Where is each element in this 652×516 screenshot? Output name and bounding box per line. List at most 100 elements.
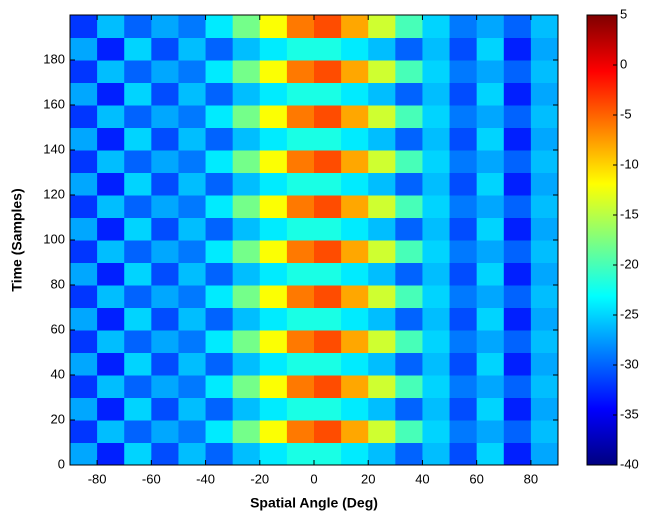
heatmap-cell bbox=[124, 240, 152, 263]
heatmap-cell bbox=[124, 307, 152, 331]
heatmap-cell bbox=[314, 37, 342, 61]
heatmap-cell bbox=[422, 420, 451, 443]
heatmap-cell bbox=[368, 195, 396, 218]
heatmap-cell bbox=[341, 330, 369, 353]
heatmap-cell bbox=[530, 240, 559, 263]
heatmap-cell bbox=[395, 217, 423, 241]
heatmap-cell bbox=[476, 127, 505, 151]
heatmap-cell bbox=[422, 150, 451, 173]
heatmap-cell bbox=[205, 60, 234, 83]
heatmap-cell bbox=[449, 60, 478, 83]
heatmap-cell bbox=[476, 172, 505, 196]
heatmap-cell bbox=[232, 82, 261, 106]
heatmap-cell bbox=[70, 285, 98, 308]
heatmap-cell bbox=[70, 15, 98, 38]
heatmap-cell bbox=[503, 195, 532, 218]
heatmap-cell bbox=[368, 442, 396, 466]
heatmap-cell bbox=[449, 150, 478, 173]
heatmap-cell bbox=[205, 442, 234, 466]
heatmap-cell bbox=[205, 307, 234, 331]
heatmap-cell bbox=[368, 82, 396, 106]
heatmap-cell bbox=[422, 330, 451, 353]
heatmap-cell bbox=[97, 420, 125, 443]
heatmap-cell bbox=[178, 420, 207, 443]
heatmap-cell bbox=[232, 375, 261, 398]
colorbar-tick-label: -30 bbox=[620, 356, 639, 371]
heatmap-cell bbox=[422, 397, 451, 421]
heatmap-cell bbox=[124, 285, 152, 308]
heatmap-cell bbox=[286, 105, 315, 128]
heatmap-cell bbox=[124, 262, 152, 286]
heatmap-cell bbox=[205, 397, 234, 421]
colorbar-tick-label: -15 bbox=[620, 206, 639, 221]
heatmap-cell bbox=[124, 375, 152, 398]
heatmap-cell bbox=[395, 240, 423, 263]
heatmap-cell bbox=[286, 375, 315, 398]
heatmap-cell bbox=[124, 442, 152, 466]
heatmap-cell bbox=[70, 240, 98, 263]
heatmap-cell bbox=[232, 60, 261, 83]
heatmap-cell bbox=[341, 105, 369, 128]
heatmap-cell bbox=[530, 150, 559, 173]
heatmap-cell bbox=[503, 330, 532, 353]
heatmap-cell bbox=[314, 420, 342, 443]
heatmap-cell bbox=[422, 15, 451, 38]
heatmap-cell bbox=[70, 172, 98, 196]
x-tick-label: 20 bbox=[361, 471, 375, 486]
heatmap-cell bbox=[124, 420, 152, 443]
heatmap-cell bbox=[503, 15, 532, 38]
heatmap-cell bbox=[178, 15, 207, 38]
heatmap-cell bbox=[476, 375, 505, 398]
heatmap-cell bbox=[232, 285, 261, 308]
heatmap-cell bbox=[422, 37, 451, 61]
heatmap-cell bbox=[341, 375, 369, 398]
heatmap-cell bbox=[232, 240, 261, 263]
heatmap-cell bbox=[70, 105, 98, 128]
heatmap-cell bbox=[97, 442, 125, 466]
heatmap-cell bbox=[530, 262, 559, 286]
heatmap-cell bbox=[395, 195, 423, 218]
colorbar-tick-label: -35 bbox=[620, 406, 639, 421]
heatmap-cell bbox=[124, 105, 152, 128]
heatmap-cell bbox=[449, 105, 478, 128]
heatmap-cell bbox=[422, 307, 451, 331]
heatmap-cell bbox=[476, 150, 505, 173]
heatmap-cell bbox=[151, 105, 179, 128]
heatmap-cell bbox=[205, 15, 234, 38]
heatmap-cell bbox=[286, 195, 315, 218]
heatmap-cell bbox=[368, 127, 396, 151]
heatmap-cell bbox=[97, 60, 125, 83]
heatmap-cell bbox=[286, 397, 315, 421]
heatmap-cell bbox=[205, 195, 234, 218]
heatmap-cell bbox=[286, 262, 315, 286]
heatmap-cell bbox=[368, 375, 396, 398]
heatmap-cell bbox=[124, 217, 152, 241]
heatmap-cell bbox=[178, 397, 207, 421]
heatmap-cell bbox=[205, 127, 234, 151]
heatmap-cell bbox=[341, 195, 369, 218]
heatmap-cell bbox=[151, 15, 179, 38]
heatmap-cell bbox=[97, 285, 125, 308]
heatmap-cell bbox=[476, 217, 505, 241]
heatmap-cell bbox=[476, 105, 505, 128]
heatmap-cell bbox=[449, 15, 478, 38]
heatmap-cell bbox=[70, 420, 98, 443]
heatmap-cell bbox=[476, 442, 505, 466]
heatmap-cell bbox=[530, 15, 559, 38]
heatmap-cell bbox=[259, 375, 288, 398]
heatmap-cell bbox=[178, 195, 207, 218]
heatmap-cell bbox=[232, 330, 261, 353]
heatmap-cell bbox=[151, 217, 179, 241]
heatmap-cell bbox=[395, 150, 423, 173]
heatmap-cell bbox=[97, 352, 125, 376]
heatmap-cell bbox=[178, 285, 207, 308]
heatmap-cell bbox=[151, 82, 179, 106]
heatmap-cell bbox=[205, 105, 234, 128]
heatmap-cell bbox=[178, 105, 207, 128]
heatmap-cell bbox=[97, 217, 125, 241]
heatmap-cell bbox=[530, 37, 559, 61]
heatmap-cell bbox=[314, 352, 342, 376]
heatmap-cell bbox=[341, 442, 369, 466]
x-tick-label: 60 bbox=[469, 471, 483, 486]
heatmap-cell bbox=[476, 420, 505, 443]
